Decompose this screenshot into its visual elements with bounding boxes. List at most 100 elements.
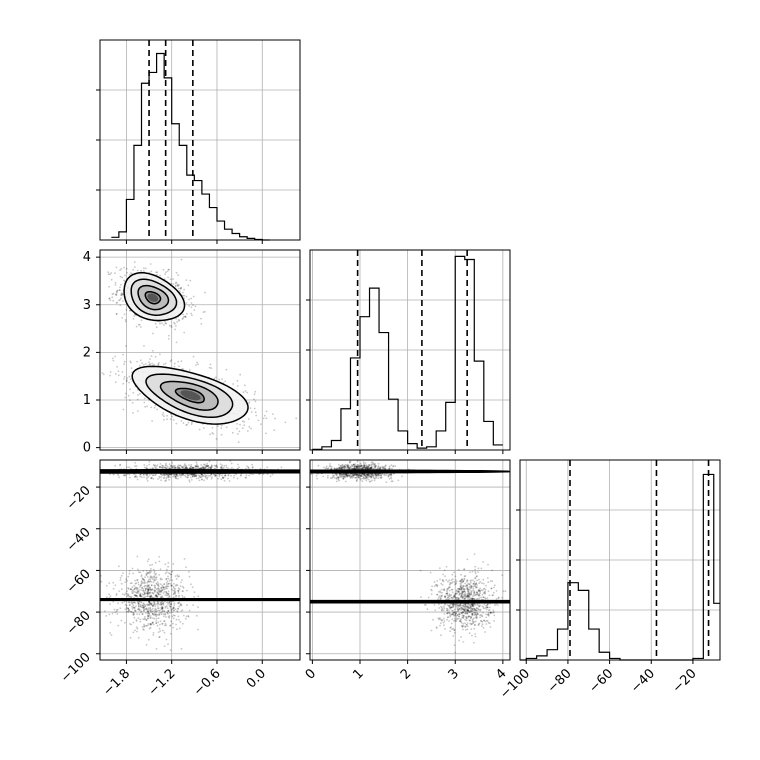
sample-point — [175, 623, 177, 626]
sample-point — [340, 467, 342, 470]
sample-point — [219, 466, 222, 469]
sample-point — [464, 616, 467, 618]
sample-point — [136, 587, 139, 590]
sample-point — [446, 592, 449, 595]
sample-point — [169, 602, 171, 604]
sample-point — [164, 271, 167, 274]
sample-point — [316, 473, 319, 475]
sample-point — [190, 297, 193, 300]
sample-point — [367, 465, 370, 468]
sample-point — [229, 460, 232, 462]
sample-point — [462, 641, 465, 643]
sample-point — [353, 463, 356, 466]
sample-point — [154, 404, 157, 407]
sample-point — [207, 465, 210, 468]
sample-point — [361, 473, 364, 476]
sample-point — [200, 467, 203, 469]
sample-point — [388, 478, 391, 480]
sample-point — [351, 475, 354, 477]
sample-point — [390, 473, 393, 475]
sample-point — [215, 438, 218, 440]
sample-point — [151, 596, 153, 599]
sample-point — [176, 610, 179, 612]
sample-point — [244, 390, 247, 392]
sample-point — [131, 605, 134, 608]
sample-point — [162, 603, 165, 606]
sample-point — [204, 473, 206, 476]
sample-point — [223, 474, 226, 477]
sample-point — [143, 606, 146, 609]
sample-point — [145, 612, 147, 614]
sample-point — [148, 578, 150, 581]
sample-point — [349, 466, 352, 469]
sample-point — [142, 593, 145, 596]
sample-point — [130, 367, 133, 370]
sample-point — [192, 475, 195, 477]
sample-point — [460, 607, 463, 609]
sample-point — [464, 606, 466, 608]
sample-point — [367, 467, 370, 470]
sample-point — [127, 394, 130, 397]
sample-point — [167, 476, 170, 478]
sample-point — [356, 473, 358, 476]
sample-point — [169, 582, 172, 585]
sample-point — [243, 424, 246, 427]
sample-point — [178, 575, 181, 578]
sample-point — [236, 477, 239, 480]
sample-point — [95, 468, 97, 470]
sample-point — [466, 594, 469, 597]
sample-point — [173, 464, 176, 467]
sample-point — [156, 602, 159, 605]
sample-point — [141, 626, 144, 628]
sample-point — [111, 357, 114, 360]
sample-point — [213, 473, 215, 476]
sample-point — [348, 475, 351, 478]
sample-point — [384, 464, 387, 467]
contour-line — [137, 284, 170, 311]
sample-point — [190, 463, 193, 466]
sample-point — [188, 571, 190, 573]
sample-point — [168, 463, 171, 466]
sample-point — [144, 605, 147, 607]
sample-point — [185, 302, 188, 304]
sample-point — [167, 575, 169, 578]
sample-point — [185, 466, 187, 468]
sample-point — [458, 608, 460, 611]
sample-point — [436, 593, 438, 596]
sample-point — [155, 622, 158, 625]
sample-point — [340, 467, 343, 469]
sample-point — [196, 465, 199, 468]
sample-point — [164, 474, 166, 476]
sample-point — [470, 581, 472, 584]
sample-point — [175, 473, 178, 476]
sample-point — [177, 607, 180, 610]
sample-point — [471, 605, 474, 607]
sample-point — [173, 614, 176, 617]
sample-point — [206, 465, 209, 467]
sample-point — [163, 610, 166, 613]
sample-point — [383, 467, 386, 470]
sample-point — [460, 588, 463, 590]
sample-point — [172, 593, 175, 596]
sample-point — [183, 315, 185, 318]
sample-point — [478, 594, 481, 597]
sample-point — [142, 588, 145, 590]
sample-point — [121, 293, 124, 296]
sample-point — [174, 584, 177, 587]
sample-point — [263, 414, 266, 417]
sample-point — [305, 463, 307, 465]
sample-point — [166, 270, 169, 273]
sample-point — [143, 579, 146, 581]
sample-point — [134, 607, 136, 609]
sample-point — [141, 362, 144, 364]
sample-point — [161, 464, 164, 467]
sample-point — [165, 591, 168, 593]
sample-point — [180, 474, 183, 477]
sample-point — [207, 466, 210, 469]
sample-point — [367, 473, 370, 476]
sample-point — [223, 464, 226, 467]
sample-point — [145, 619, 148, 621]
sample-point — [248, 474, 251, 477]
sample-point — [262, 417, 265, 420]
sample-point — [193, 596, 195, 598]
